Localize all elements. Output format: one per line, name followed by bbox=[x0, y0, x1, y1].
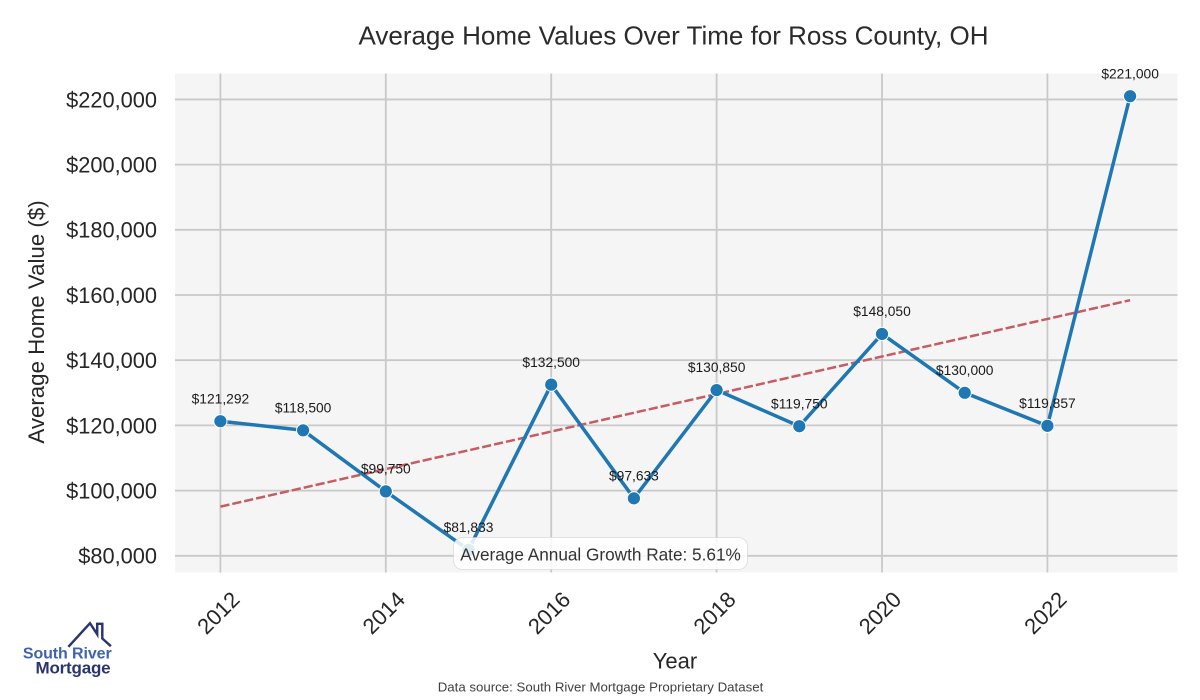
svg-text:$132,500: $132,500 bbox=[522, 355, 580, 370]
svg-text:$119,750: $119,750 bbox=[771, 396, 828, 411]
svg-text:$121,292: $121,292 bbox=[192, 391, 250, 406]
svg-text:Year: Year bbox=[653, 648, 697, 673]
svg-text:$99,750: $99,750 bbox=[361, 462, 411, 477]
svg-text:$97,633: $97,633 bbox=[609, 469, 659, 484]
svg-text:$200,000: $200,000 bbox=[66, 153, 157, 178]
svg-text:$130,850: $130,850 bbox=[688, 360, 746, 375]
svg-text:Average Annual Growth Rate: 5.: Average Annual Growth Rate: 5.61% bbox=[460, 545, 741, 565]
svg-text:$160,000: $160,000 bbox=[66, 283, 157, 308]
svg-text:Mortgage: Mortgage bbox=[36, 658, 111, 677]
svg-text:$148,050: $148,050 bbox=[853, 304, 911, 319]
svg-text:South River: South River bbox=[23, 646, 112, 663]
svg-text:$140,000: $140,000 bbox=[66, 348, 157, 373]
svg-text:Data source: South River Mortg: Data source: South River Mortgage Propri… bbox=[438, 680, 764, 695]
svg-text:$180,000: $180,000 bbox=[66, 218, 157, 243]
svg-text:$118,500: $118,500 bbox=[275, 401, 332, 416]
svg-text:Average Home Values Over Time: Average Home Values Over Time for Ross C… bbox=[358, 21, 988, 51]
svg-text:$120,000: $120,000 bbox=[66, 413, 157, 438]
svg-text:$221,000: $221,000 bbox=[1101, 66, 1159, 81]
svg-text:Average Home Value ($): Average Home Value ($) bbox=[24, 200, 49, 443]
svg-text:$130,000: $130,000 bbox=[936, 363, 994, 378]
svg-text:$100,000: $100,000 bbox=[66, 479, 157, 504]
svg-text:$220,000: $220,000 bbox=[66, 87, 157, 112]
svg-text:$119,857: $119,857 bbox=[1019, 396, 1076, 411]
svg-text:$80,000: $80,000 bbox=[78, 544, 157, 569]
svg-text:$81,833: $81,833 bbox=[444, 520, 494, 535]
